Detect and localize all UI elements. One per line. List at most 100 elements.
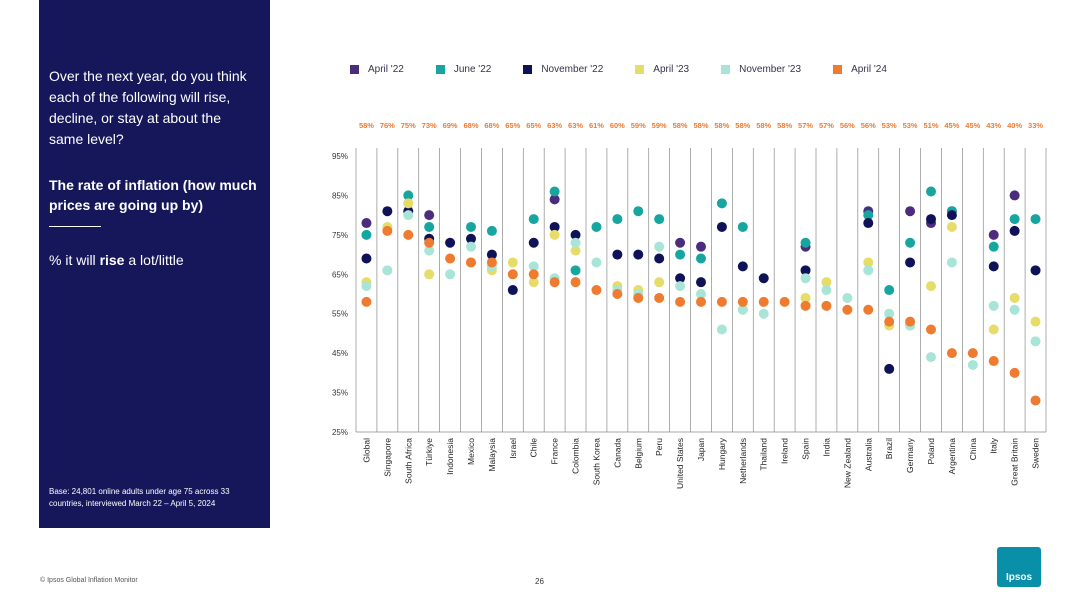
data-point bbox=[466, 241, 476, 252]
data-point bbox=[946, 210, 957, 221]
data-point bbox=[549, 186, 560, 197]
data-point bbox=[382, 265, 393, 276]
data-point bbox=[800, 237, 811, 248]
data-point bbox=[884, 363, 895, 374]
legend-swatch bbox=[523, 64, 533, 74]
top-value-label: 68% bbox=[463, 121, 478, 130]
data-point bbox=[507, 257, 518, 268]
chart-legend: April '22 June '22 November '22 April '2… bbox=[350, 62, 919, 76]
top-value-label: 59% bbox=[631, 121, 646, 130]
data-point bbox=[1009, 367, 1020, 378]
data-point bbox=[926, 214, 936, 225]
top-value-label: 76% bbox=[380, 121, 395, 130]
category-label: South Korea bbox=[591, 438, 601, 486]
category-label: Belgium bbox=[633, 438, 643, 469]
data-point bbox=[403, 210, 414, 221]
data-point bbox=[612, 249, 623, 260]
measure-bold: rise bbox=[99, 252, 125, 268]
legend-label: November '22 bbox=[541, 63, 604, 75]
top-value-label: 61% bbox=[589, 121, 604, 130]
data-point bbox=[988, 356, 999, 367]
data-point bbox=[1009, 190, 1020, 201]
legend-swatch bbox=[635, 64, 645, 74]
legend-swatch bbox=[833, 64, 843, 74]
subject-heading: The rate of inflation (how much prices a… bbox=[49, 177, 257, 213]
top-value-label: 33% bbox=[1028, 121, 1043, 130]
data-point bbox=[758, 273, 769, 284]
data-point bbox=[675, 273, 686, 284]
legend-item: June '22 bbox=[435, 62, 492, 76]
top-value-label: 57% bbox=[798, 121, 813, 130]
data-point bbox=[654, 277, 665, 288]
category-label: Chile bbox=[529, 438, 539, 458]
data-point bbox=[445, 253, 456, 264]
category-label: Peru bbox=[654, 438, 664, 456]
data-point bbox=[716, 324, 727, 335]
data-point bbox=[424, 245, 435, 256]
data-point bbox=[486, 225, 497, 236]
data-point bbox=[675, 249, 686, 260]
top-value-label: 58% bbox=[359, 121, 374, 130]
top-value-label: 58% bbox=[673, 121, 688, 130]
data-point bbox=[633, 292, 644, 303]
data-point bbox=[821, 277, 832, 288]
data-point bbox=[737, 261, 748, 272]
top-value-label: 56% bbox=[861, 121, 876, 130]
top-value-label: 51% bbox=[923, 121, 938, 130]
data-point bbox=[549, 229, 560, 240]
data-point bbox=[486, 249, 497, 260]
top-value-label: 65% bbox=[526, 121, 541, 130]
top-value-label: 63% bbox=[568, 121, 583, 130]
top-value-label: 53% bbox=[903, 121, 918, 130]
data-point bbox=[737, 296, 748, 307]
category-label: United States bbox=[675, 438, 685, 489]
category-label: Colombia bbox=[571, 438, 581, 474]
legend-label: April '24 bbox=[851, 63, 887, 75]
top-value-label: 59% bbox=[652, 121, 667, 130]
y-tick-label: 55% bbox=[332, 310, 348, 319]
logo-text: Ipsos bbox=[1005, 572, 1033, 583]
legend-swatch bbox=[435, 64, 445, 74]
data-point bbox=[884, 316, 895, 327]
category-label: Italy bbox=[989, 437, 999, 453]
data-point bbox=[821, 300, 832, 311]
category-label: Sweden bbox=[1031, 438, 1041, 469]
data-point bbox=[591, 221, 602, 232]
legend-item: April '22 bbox=[350, 62, 404, 76]
category-label: Indonesia bbox=[445, 438, 455, 475]
data-point bbox=[612, 214, 623, 225]
category-label: Spain bbox=[801, 438, 811, 460]
data-point bbox=[863, 304, 874, 315]
data-point bbox=[988, 241, 999, 252]
category-label: France bbox=[550, 438, 560, 465]
data-point bbox=[905, 237, 916, 248]
top-value-label: 58% bbox=[735, 121, 750, 130]
data-point bbox=[1030, 336, 1041, 347]
data-point bbox=[926, 186, 936, 197]
top-value-label: 65% bbox=[505, 121, 520, 130]
data-point bbox=[800, 273, 811, 284]
legend-item: November '22 bbox=[523, 62, 603, 76]
data-point bbox=[716, 198, 727, 209]
data-point bbox=[905, 257, 916, 268]
top-value-label: 58% bbox=[693, 121, 708, 130]
data-point bbox=[988, 261, 999, 272]
data-point bbox=[779, 296, 790, 307]
legend-label: June '22 bbox=[453, 63, 492, 75]
legend-label: April '22 bbox=[368, 63, 404, 75]
data-point bbox=[570, 245, 581, 256]
measure-suffix: a lot/little bbox=[124, 252, 184, 268]
data-point bbox=[967, 348, 978, 359]
data-point bbox=[486, 257, 497, 268]
data-point bbox=[549, 221, 560, 232]
data-point bbox=[988, 300, 999, 311]
footer-source: © Ipsos Global Inflation Monitor bbox=[40, 577, 138, 584]
legend-item: April '23 bbox=[635, 62, 689, 76]
data-point bbox=[528, 237, 539, 248]
data-point bbox=[821, 285, 832, 296]
data-point bbox=[570, 237, 581, 248]
data-point bbox=[445, 237, 456, 248]
data-point bbox=[800, 300, 811, 311]
data-point bbox=[863, 218, 874, 229]
